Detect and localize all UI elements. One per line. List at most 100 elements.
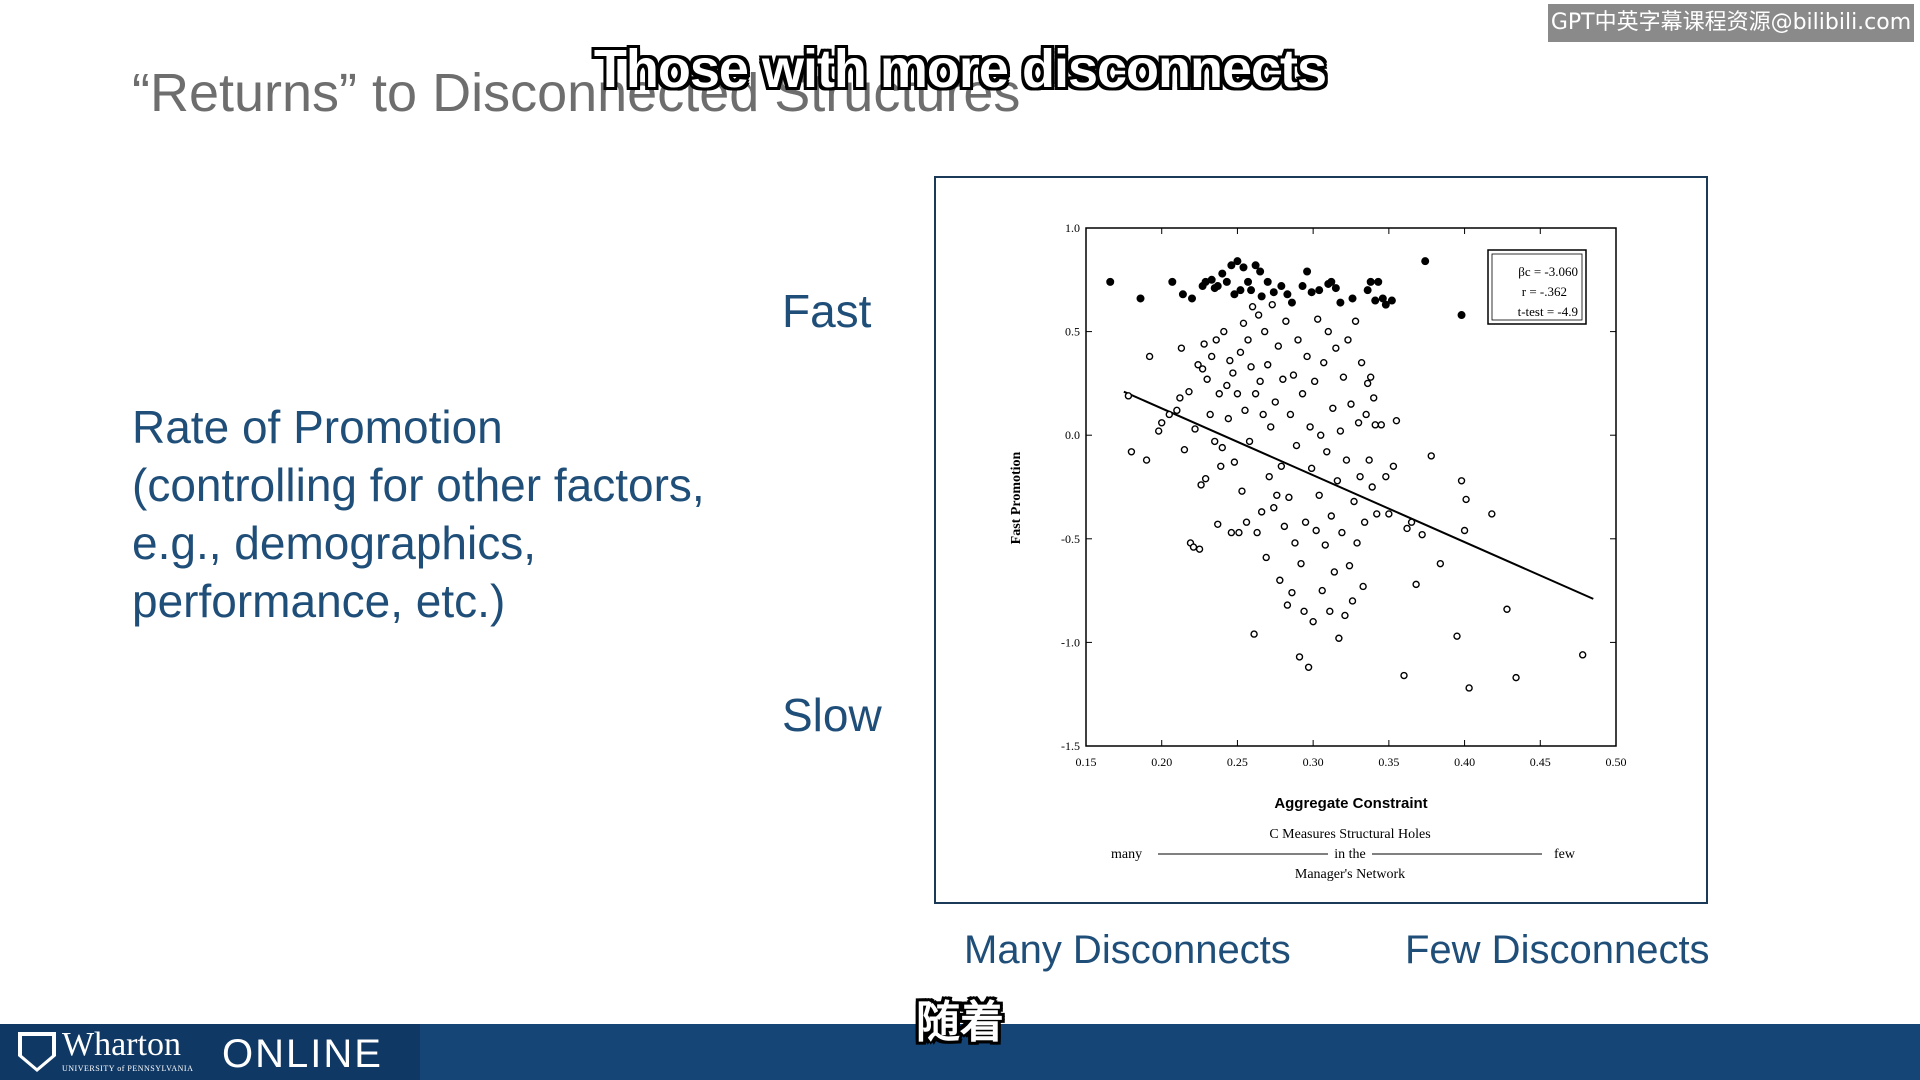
data-point-hollow bbox=[1224, 414, 1233, 423]
rate-line: Rate of Promotion bbox=[132, 401, 503, 453]
stats-box-inner bbox=[1491, 253, 1583, 321]
data-point-hollow bbox=[1285, 493, 1293, 502]
data-point-hollow bbox=[1233, 390, 1242, 398]
data-point-hollow bbox=[1357, 358, 1366, 367]
data-point-filled bbox=[1244, 277, 1253, 286]
data-point-hollow bbox=[1124, 392, 1133, 400]
data-point-hollow bbox=[1200, 340, 1208, 348]
data-point-hollow bbox=[1327, 512, 1336, 520]
data-point-hollow bbox=[1368, 483, 1376, 491]
data-point-hollow bbox=[1195, 545, 1204, 553]
scatter-chart-panel: 0.15 0.20 0.25 0.30 0.35 0.40 0.45 0.50 1.0 0.5 0… bbox=[934, 176, 1708, 904]
data-point-hollow bbox=[1317, 431, 1325, 439]
data-point-hollow bbox=[1329, 404, 1337, 412]
rate-line: (controlling for other factors, bbox=[132, 459, 705, 511]
data-point-hollow bbox=[1344, 336, 1352, 344]
data-point-hollow bbox=[1145, 352, 1154, 361]
data-point-filled bbox=[1251, 261, 1260, 270]
caption-few: few bbox=[1554, 847, 1576, 862]
data-point-hollow bbox=[1371, 421, 1379, 429]
stats-line: r = -.362 bbox=[1522, 284, 1567, 299]
x-tick-label: 0.35 bbox=[1378, 755, 1399, 769]
data-point-filled bbox=[1348, 294, 1357, 303]
data-point-filled bbox=[1307, 288, 1316, 297]
online-label: ONLINE bbox=[222, 1032, 383, 1076]
data-point-hollow bbox=[1333, 477, 1342, 485]
data-point-hollow bbox=[1180, 446, 1189, 454]
data-point-hollow bbox=[1300, 607, 1308, 616]
data-point-hollow bbox=[1291, 539, 1299, 547]
scatter-chart: 0.15 0.20 0.25 0.30 0.35 0.40 0.45 0.50 1.00.50… bbox=[1009, 221, 1627, 882]
data-point-hollow bbox=[1370, 394, 1378, 402]
data-point-hollow bbox=[1211, 437, 1219, 446]
data-point-hollow bbox=[1315, 491, 1323, 499]
data-point-hollow bbox=[1341, 611, 1349, 620]
data-point-hollow bbox=[1203, 375, 1211, 383]
data-point-hollow bbox=[1465, 684, 1473, 692]
data-point-hollow bbox=[1292, 441, 1301, 450]
data-point-hollow bbox=[1247, 363, 1255, 371]
data-point-hollow bbox=[1330, 568, 1339, 576]
data-point-filled bbox=[1233, 257, 1242, 266]
data-point-hollow bbox=[1512, 673, 1520, 682]
data-point-filled bbox=[1327, 277, 1336, 286]
data-point-hollow bbox=[1295, 653, 1304, 661]
data-point-filled bbox=[1363, 286, 1372, 295]
fast-label: Fast bbox=[782, 285, 872, 337]
data-point-filled bbox=[1187, 294, 1196, 303]
data-point-hollow bbox=[1385, 510, 1393, 518]
data-point-hollow bbox=[1303, 352, 1311, 361]
data-point-hollow bbox=[1142, 456, 1151, 464]
data-point-hollow bbox=[1347, 400, 1355, 408]
data-point-hollow bbox=[1265, 472, 1273, 481]
y-tick-label: 0.5 bbox=[1065, 325, 1080, 339]
subtitle-english: Those with more disconnects bbox=[593, 39, 1327, 99]
regression-line bbox=[1123, 390, 1594, 600]
y-tick-label: 0.0 bbox=[1065, 428, 1080, 442]
data-point-hollow bbox=[1189, 543, 1198, 551]
few-disconnects-label: Few Disconnects bbox=[1405, 928, 1710, 972]
rate-line: e.g., demographics, bbox=[132, 517, 537, 569]
caption-many: many bbox=[1111, 847, 1142, 862]
data-point-hollow bbox=[1270, 504, 1278, 512]
data-point-filled bbox=[1366, 277, 1375, 286]
data-point-hollow bbox=[1403, 524, 1411, 533]
data-point-hollow bbox=[1177, 344, 1186, 352]
data-point-hollow bbox=[1226, 356, 1234, 365]
data-point-hollow bbox=[1257, 508, 1266, 516]
data-point-hollow bbox=[1342, 456, 1351, 464]
data-point-filled bbox=[1421, 257, 1430, 266]
x-tick-label: 0.20 bbox=[1151, 755, 1172, 769]
data-point-hollow bbox=[1251, 390, 1260, 398]
data-point-hollow bbox=[1238, 487, 1246, 495]
data-point-hollow bbox=[1348, 597, 1357, 605]
data-point-filled bbox=[1168, 277, 1177, 286]
data-point-hollow bbox=[1288, 588, 1296, 597]
data-point-hollow bbox=[1356, 472, 1364, 481]
data-point-hollow bbox=[1407, 518, 1416, 526]
data-point-hollow bbox=[1197, 481, 1205, 489]
data-point-hollow bbox=[1191, 425, 1199, 433]
slow-label: Slow bbox=[782, 689, 882, 741]
data-point-hollow bbox=[1185, 387, 1193, 396]
data-point-hollow bbox=[1339, 373, 1348, 381]
data-point-filled bbox=[1227, 261, 1236, 270]
data-point-filled bbox=[1457, 311, 1466, 320]
data-point-filled bbox=[1336, 298, 1345, 307]
data-point-hollow bbox=[1198, 365, 1207, 373]
data-point-filled bbox=[1230, 290, 1239, 299]
caption-line3: Manager's Network bbox=[1295, 867, 1405, 882]
data-point-hollow bbox=[1230, 458, 1239, 466]
data-point-hollow bbox=[1273, 491, 1281, 499]
data-point-hollow bbox=[1268, 300, 1276, 309]
data-point-hollow bbox=[1460, 526, 1469, 535]
data-point-hollow bbox=[1354, 419, 1363, 427]
stats-line: βc = -3.060 bbox=[1518, 264, 1578, 279]
subtitle-chinese: 随着 bbox=[916, 997, 1004, 1048]
data-point-filled bbox=[1256, 267, 1265, 276]
data-point-hollow bbox=[1306, 423, 1314, 431]
data-point-filled bbox=[1236, 286, 1245, 295]
data-point-hollow bbox=[1282, 317, 1290, 325]
data-point-filled bbox=[1239, 263, 1248, 272]
data-point-hollow bbox=[1338, 528, 1346, 537]
